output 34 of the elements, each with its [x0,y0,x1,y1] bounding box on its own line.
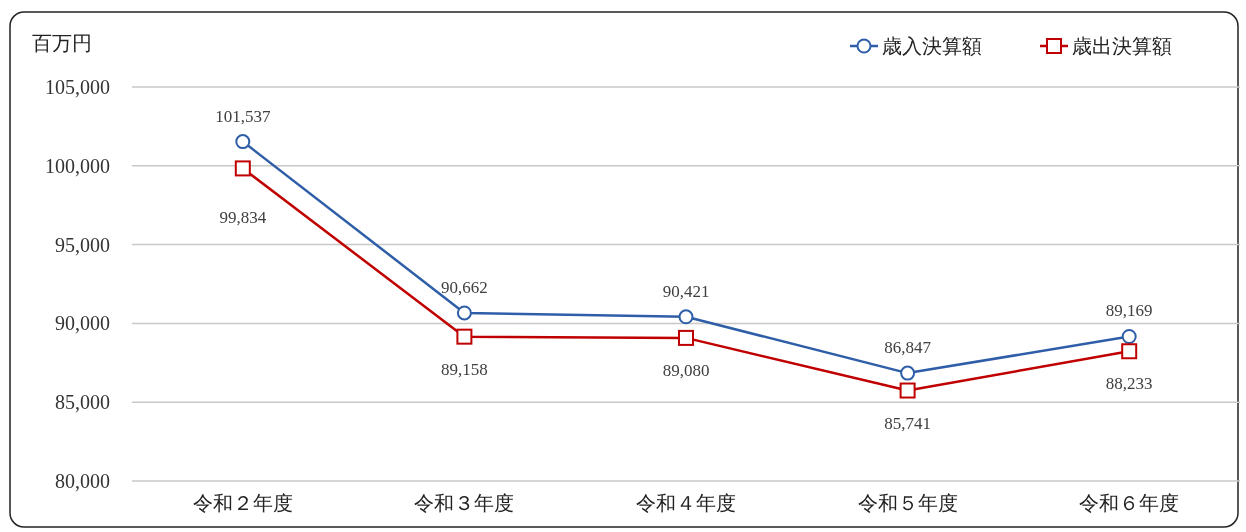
point [1121,329,1137,344]
point [456,305,472,321]
data-label: 86,847 [884,338,932,358]
x-tick-label: 令和４年度 [636,492,736,514]
x-tick-label: 令和６年度 [1079,492,1180,514]
point [234,160,251,177]
data-label: 101,537 [215,106,271,126]
y-tick-label: 90,000 [55,312,110,335]
y-tick-label: 85,000 [55,391,110,414]
y-axis-title: 百万円 [32,32,92,54]
point [1121,343,1138,360]
data-label: 89,080 [662,360,710,380]
y-tick-label: 100,000 [45,154,110,177]
legend-label: 歳出決算額 [1072,35,1172,57]
data-label: 88,233 [1105,374,1153,394]
legend-label: 歳入決算額 [882,35,982,57]
y-tick-label: 80,000 [55,470,110,492]
x-tick-label: 令和５年度 [857,492,958,514]
point [678,309,694,325]
point [235,134,251,150]
data-label: 85,741 [884,413,931,433]
data-label: 89,169 [1105,301,1153,321]
point [900,365,916,381]
x-tick-label: 令和２年度 [192,492,293,514]
point [456,328,473,345]
data-label: 90,662 [441,277,488,297]
data-label: 99,834 [219,208,267,228]
y-tick-label: 105,000 [45,76,110,98]
data-label: 89,158 [441,359,488,379]
x-tick-label: 令和３年度 [414,492,515,514]
point [678,329,694,346]
y-tick-label: 95,000 [55,233,110,256]
data-label: 90,421 [662,281,710,301]
point [899,382,916,399]
